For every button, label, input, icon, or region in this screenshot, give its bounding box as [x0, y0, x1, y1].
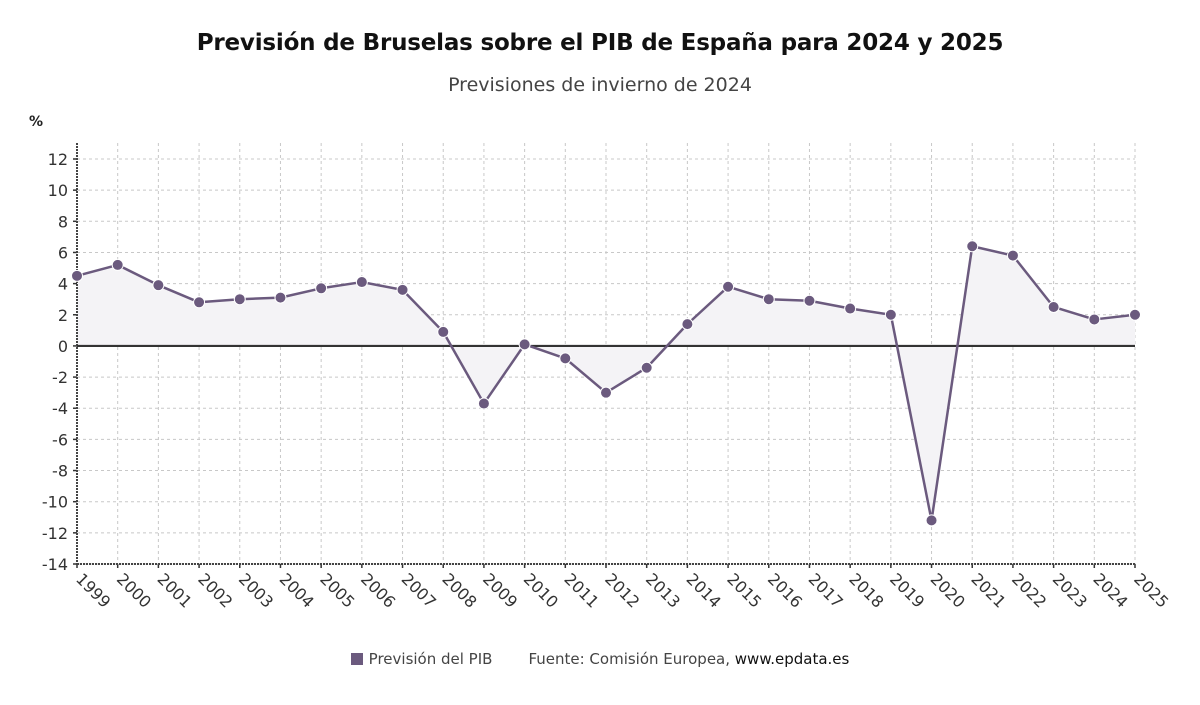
x-tick-label: 2017	[805, 569, 847, 611]
y-tick-labels: 12 10 8 6 4 2 0 -2 -4 -6 -8 -10 -12 -14	[42, 150, 68, 574]
x-tick-label: 2012	[601, 569, 643, 611]
y-tick-label: -12	[42, 524, 68, 543]
x-tick-label: 2025	[1130, 569, 1172, 611]
y-tick-label: 8	[58, 212, 68, 231]
data-point	[111, 258, 124, 271]
data-point	[1129, 308, 1141, 321]
x-tick-label: 2011	[560, 569, 602, 611]
data-point	[315, 282, 328, 295]
y-tick-label: -14	[42, 555, 68, 574]
x-tick-label: 1999	[72, 569, 114, 611]
area-fill-shape	[77, 246, 1135, 521]
x-tick-label: 2024	[1089, 569, 1131, 611]
y-tick-label: 0	[58, 337, 68, 356]
x-tick-label: 2005	[316, 569, 358, 611]
data-points	[71, 240, 1141, 527]
data-point	[1088, 313, 1101, 326]
y-tick-label: -4	[52, 399, 68, 418]
x-tick-label: 2013	[642, 569, 684, 611]
x-tick-label: 2009	[479, 569, 521, 611]
data-point	[355, 276, 368, 289]
y-tick-label: -10	[42, 493, 68, 512]
area-fill	[77, 246, 1135, 521]
y-tick-label: 2	[58, 306, 68, 325]
legend-series-label: Previsión del PIB	[368, 650, 493, 668]
x-tick-label: 2021	[967, 569, 1009, 611]
data-point	[844, 302, 857, 315]
legend: Previsión del PIB Fuente: Comisión Europe…	[0, 650, 1200, 668]
data-point	[722, 280, 735, 293]
data-point	[193, 296, 206, 309]
data-point	[233, 293, 246, 306]
chart-title: Previsión de Bruselas sobre el PIB de Es…	[196, 30, 1004, 56]
x-tick-label: 2014	[683, 569, 725, 611]
x-tick-labels: 1999200020012002200320042005200620072008…	[72, 569, 1172, 611]
data-point	[762, 293, 775, 306]
x-tick-label: 2004	[276, 569, 318, 611]
y-tick-label: 6	[58, 243, 68, 262]
data-point	[640, 361, 653, 374]
x-tick-label: 2000	[113, 569, 155, 611]
y-tick-label: 10	[48, 181, 68, 200]
data-point	[274, 291, 287, 304]
data-point	[681, 318, 694, 331]
y-tick-label: -6	[52, 430, 68, 449]
x-tick-label: 2019	[886, 569, 928, 611]
data-point	[71, 269, 83, 282]
data-point	[152, 279, 165, 292]
x-tick-label: 2006	[357, 569, 399, 611]
y-tick-label: 12	[48, 150, 68, 169]
source-link[interactable]: www.epdata.es	[734, 650, 850, 668]
x-tick-label: 2016	[764, 569, 806, 611]
data-point	[437, 325, 450, 338]
x-tick-label: 2007	[398, 569, 440, 611]
data-point	[518, 338, 531, 351]
x-tick-label: 2008	[438, 569, 480, 611]
x-tick-label: 2020	[927, 569, 969, 611]
x-tick-label: 2001	[154, 569, 196, 611]
chart-subtitle: Previsiones de invierno de 2024	[448, 74, 752, 96]
x-tick-label: 2018	[845, 569, 887, 611]
y-tick-label: -2	[52, 368, 68, 387]
data-point	[925, 514, 938, 527]
data-point	[477, 397, 490, 410]
y-tick-label: -8	[52, 462, 68, 481]
data-point	[559, 352, 572, 365]
x-tick-label: 2002	[194, 569, 236, 611]
data-point	[396, 283, 409, 296]
y-axis-unit-label: %	[29, 114, 44, 130]
legend-swatch-icon	[350, 653, 363, 665]
x-tick-label: 2003	[235, 569, 277, 611]
x-tick-label: 2015	[723, 569, 765, 611]
data-point	[966, 240, 979, 253]
grid	[77, 143, 1136, 565]
data-point	[600, 386, 612, 399]
data-point	[803, 294, 816, 307]
source-text: Fuente: Comisión Europea,	[528, 650, 735, 668]
x-tick-label: 2022	[1008, 569, 1050, 611]
y-tick-label: 4	[58, 275, 68, 294]
data-point	[1047, 300, 1060, 313]
x-tick-label: 2010	[520, 569, 562, 611]
x-tick-label: 2023	[1049, 569, 1091, 611]
data-point	[884, 308, 897, 321]
data-point	[1006, 249, 1019, 262]
